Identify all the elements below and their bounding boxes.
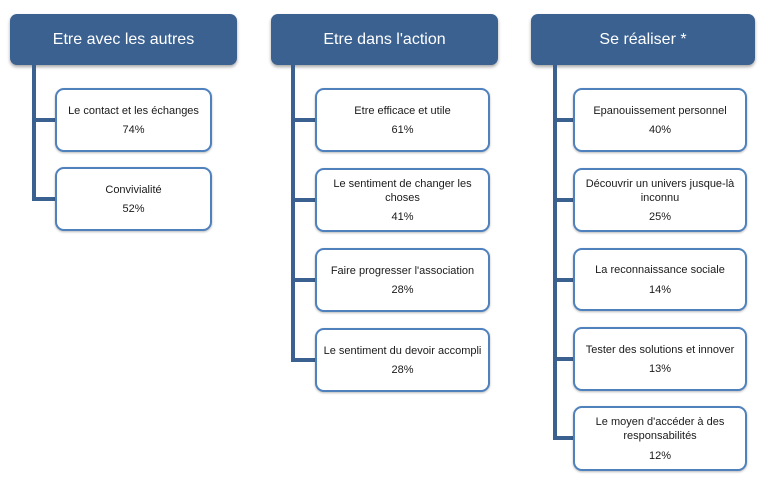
item-label: Etre efficace et utile bbox=[354, 104, 451, 117]
item-label: Epanouissement personnel bbox=[593, 104, 727, 117]
connector-line bbox=[291, 358, 315, 362]
item-value: 12% bbox=[648, 449, 672, 462]
connector-line bbox=[553, 278, 573, 282]
item-value: 28% bbox=[391, 284, 414, 297]
item-label: La reconnaissance sociale bbox=[595, 264, 725, 277]
item-box-tester-innover: Tester des solutions et innover 13% bbox=[573, 327, 747, 391]
connector-line bbox=[32, 65, 36, 201]
category-header-etre-avec-les-autres: Etre avec les autres bbox=[10, 14, 237, 65]
category-header-label: Etre dans l'action bbox=[323, 30, 446, 48]
connector-line bbox=[32, 197, 55, 201]
category-header-label: Se réaliser * bbox=[599, 30, 687, 48]
item-box-univers-inconnu: Découvrir un univers jusque-là inconnu 2… bbox=[573, 168, 747, 232]
category-header-label: Etre avec les autres bbox=[52, 30, 195, 48]
item-label: Découvrir un univers jusque-là inconnu bbox=[585, 177, 735, 204]
item-box-efficace-utile: Etre efficace et utile 61% bbox=[315, 88, 490, 152]
item-box-contact-echanges: Le contact et les échanges 74% bbox=[55, 88, 212, 152]
item-value: 13% bbox=[648, 363, 672, 376]
connector-line bbox=[32, 118, 55, 122]
item-box-reconnaissance-sociale: La reconnaissance sociale 14% bbox=[573, 248, 747, 311]
item-box-changer-les-choses: Le sentiment de changer les choses 41% bbox=[315, 168, 490, 232]
item-label: Le sentiment du devoir accompli bbox=[323, 344, 482, 357]
connector-line bbox=[553, 65, 557, 440]
item-box-devoir-accompli: Le sentiment du devoir accompli 28% bbox=[315, 328, 490, 392]
item-box-convivialite: Convivialité 52% bbox=[55, 167, 212, 231]
connector-line bbox=[291, 278, 315, 282]
item-box-acceder-responsabilites: Le moyen d'accéder à des responsabilités… bbox=[573, 406, 747, 471]
item-value: 40% bbox=[648, 124, 672, 137]
item-label: Convivialité bbox=[105, 183, 162, 196]
item-label: Le contact et les échanges bbox=[68, 104, 199, 117]
item-box-epanouissement: Epanouissement personnel 40% bbox=[573, 88, 747, 152]
connector-line bbox=[291, 118, 315, 122]
item-value: 41% bbox=[391, 211, 414, 224]
item-value: 74% bbox=[122, 124, 145, 137]
item-label: Le moyen d'accéder à des responsabilités bbox=[595, 416, 725, 443]
connector-line bbox=[553, 357, 573, 361]
item-value: 14% bbox=[648, 283, 672, 296]
item-value: 61% bbox=[391, 124, 414, 137]
connector-line bbox=[553, 118, 573, 122]
item-box-progresser-association: Faire progresser l'association 28% bbox=[315, 248, 490, 312]
item-label: Tester des solutions et innover bbox=[585, 343, 735, 356]
category-header-etre-dans-l-action: Etre dans l'action bbox=[271, 14, 498, 65]
item-label: Faire progresser l'association bbox=[330, 264, 475, 277]
connector-line bbox=[291, 65, 295, 362]
connector-line bbox=[553, 198, 573, 202]
item-value: 52% bbox=[122, 203, 145, 216]
connector-line bbox=[553, 436, 573, 440]
item-value: 28% bbox=[391, 364, 414, 377]
connector-line bbox=[291, 198, 315, 202]
item-label: Le sentiment de changer les choses bbox=[333, 177, 472, 204]
item-value: 25% bbox=[648, 211, 672, 224]
category-header-se-realiser: Se réaliser * bbox=[531, 14, 755, 65]
